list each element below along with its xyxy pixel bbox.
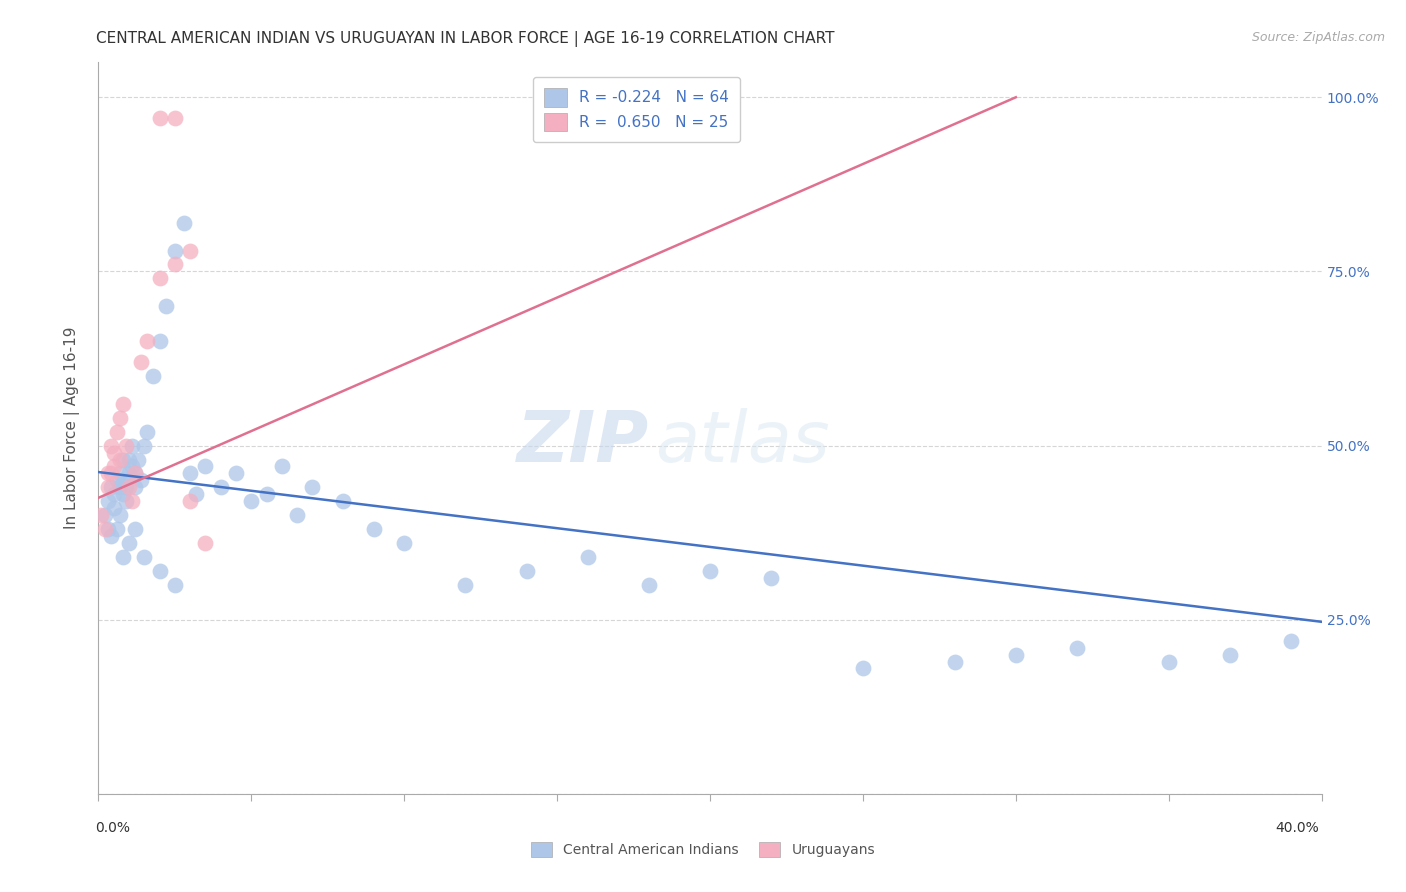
Point xyxy=(97,467,120,481)
Point xyxy=(97,494,120,508)
Point xyxy=(576,549,599,564)
Point xyxy=(118,467,141,481)
Point xyxy=(111,549,134,564)
Point xyxy=(454,578,477,592)
Point xyxy=(163,578,186,592)
Point xyxy=(209,480,232,494)
Point xyxy=(225,467,247,481)
Point xyxy=(163,244,186,258)
Point xyxy=(194,536,217,550)
Point xyxy=(163,257,186,271)
Point xyxy=(111,452,134,467)
Legend: R = -0.224   N = 64, R =  0.650   N = 25: R = -0.224 N = 64, R = 0.650 N = 25 xyxy=(533,78,740,142)
Point xyxy=(121,439,143,453)
Point xyxy=(943,655,966,669)
Point xyxy=(142,368,165,383)
Point xyxy=(100,529,122,543)
Point xyxy=(149,564,172,578)
Point xyxy=(149,334,172,348)
Point xyxy=(124,467,146,481)
Point xyxy=(134,439,156,453)
Point xyxy=(118,480,141,494)
Point xyxy=(179,244,201,258)
Point xyxy=(129,355,152,369)
Point xyxy=(124,480,146,494)
Point xyxy=(134,549,156,564)
Point xyxy=(115,494,138,508)
Point xyxy=(121,494,143,508)
Point xyxy=(136,425,159,439)
Point xyxy=(105,474,128,488)
Point xyxy=(118,536,141,550)
Point xyxy=(332,494,354,508)
Point xyxy=(103,487,125,501)
Point xyxy=(115,480,138,494)
Text: 40.0%: 40.0% xyxy=(1275,821,1319,835)
Point xyxy=(97,522,120,536)
Point xyxy=(186,487,208,501)
Point xyxy=(149,271,172,285)
Point xyxy=(100,439,122,453)
Point xyxy=(852,661,875,675)
Point xyxy=(108,467,131,481)
Point xyxy=(93,522,115,536)
Point xyxy=(111,397,134,411)
Point xyxy=(129,474,152,488)
Point xyxy=(392,536,416,550)
Point xyxy=(111,474,134,488)
Point xyxy=(759,571,782,585)
Point xyxy=(1279,633,1302,648)
Point xyxy=(100,480,122,494)
Text: atlas: atlas xyxy=(655,409,830,477)
Point xyxy=(111,487,134,501)
Point xyxy=(270,459,292,474)
Text: Source: ZipAtlas.com: Source: ZipAtlas.com xyxy=(1251,31,1385,45)
Point xyxy=(90,508,112,523)
Point xyxy=(97,480,120,494)
Point xyxy=(105,425,128,439)
Point xyxy=(173,216,195,230)
Point xyxy=(194,459,217,474)
Point xyxy=(1004,648,1026,662)
Text: 0.0%: 0.0% xyxy=(96,821,131,835)
Point xyxy=(124,467,146,481)
Point xyxy=(240,494,263,508)
Point xyxy=(108,480,131,494)
Point xyxy=(108,508,131,523)
Point xyxy=(179,467,201,481)
Point xyxy=(118,452,141,467)
Point xyxy=(103,459,125,474)
Point xyxy=(124,522,146,536)
Point xyxy=(108,452,131,467)
Point xyxy=(285,508,308,523)
Point xyxy=(127,452,149,467)
Point xyxy=(108,410,131,425)
Point xyxy=(256,487,278,501)
Point xyxy=(136,334,159,348)
Point xyxy=(163,111,186,125)
Point xyxy=(363,522,385,536)
Y-axis label: In Labor Force | Age 16-19: In Labor Force | Age 16-19 xyxy=(63,326,80,530)
Point xyxy=(301,480,323,494)
Point xyxy=(516,564,538,578)
Point xyxy=(1219,648,1241,662)
Point xyxy=(93,508,115,523)
Point xyxy=(149,111,172,125)
Point xyxy=(1066,640,1088,655)
Point xyxy=(103,445,125,459)
Point xyxy=(103,501,125,516)
Point xyxy=(115,439,138,453)
Text: CENTRAL AMERICAN INDIAN VS URUGUAYAN IN LABOR FORCE | AGE 16-19 CORRELATION CHAR: CENTRAL AMERICAN INDIAN VS URUGUAYAN IN … xyxy=(96,31,834,47)
Point xyxy=(105,522,128,536)
Point xyxy=(100,467,122,481)
Point xyxy=(121,459,143,474)
Point xyxy=(699,564,721,578)
Text: ZIP: ZIP xyxy=(516,409,648,477)
Point xyxy=(179,494,201,508)
Legend: Central American Indians, Uruguayans: Central American Indians, Uruguayans xyxy=(526,837,880,863)
Point xyxy=(1157,655,1180,669)
Point xyxy=(155,299,177,313)
Point xyxy=(637,578,661,592)
